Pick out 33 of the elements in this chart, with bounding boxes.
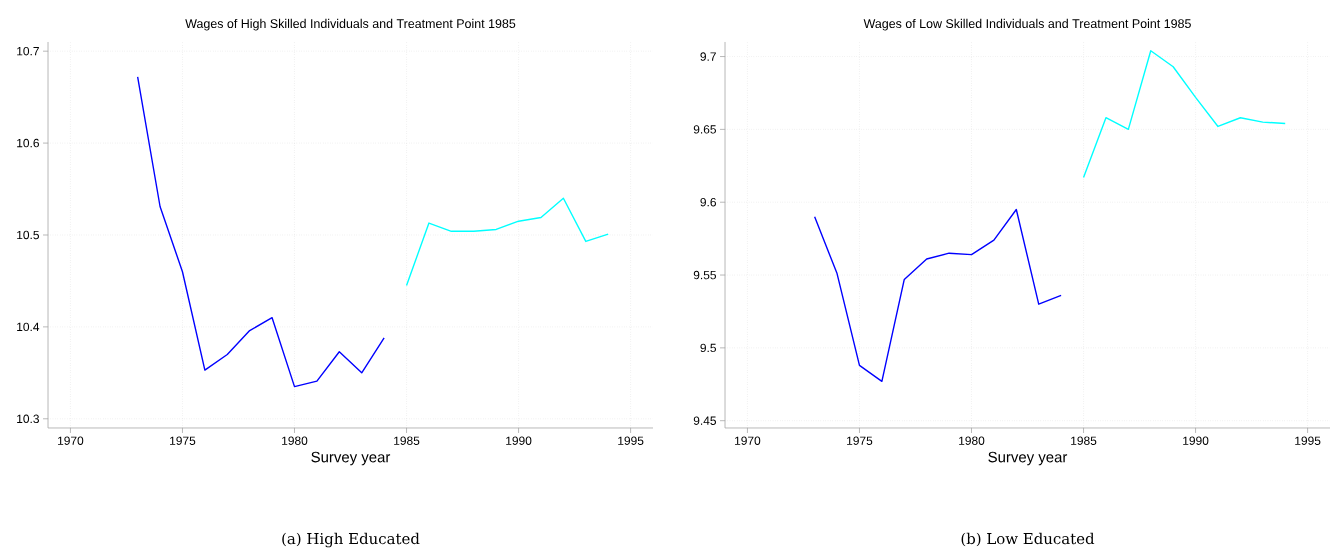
x-tick-label: 1980 <box>959 436 985 445</box>
y-tick-label: 9.45 <box>693 416 716 425</box>
y-tick-label: 9.65 <box>693 125 716 134</box>
y-tick-label: 10.7 <box>17 46 39 56</box>
text: (b) Low Educated <box>961 532 1095 547</box>
y-tick-label: 10.4 <box>17 322 40 332</box>
x-tick-label: 1975 <box>847 436 873 445</box>
x-tick-label: 1970 <box>58 436 84 445</box>
x-tick-label: 1970 <box>735 436 761 445</box>
x-axis-title: Survey year <box>311 451 391 466</box>
x-tick-label: 1995 <box>618 436 644 445</box>
x-tick-label: 1990 <box>1183 436 1209 445</box>
line-series <box>136 76 385 388</box>
text: (a) High Educated <box>282 532 420 548</box>
chart-title: Wages of Low Skilled Individuals and Treatment Point 1985 <box>863 18 1191 31</box>
y-tick-label: 10.6 <box>17 138 39 148</box>
y-tick-label: 9.5 <box>700 343 716 353</box>
chart-title: Wages of High Skilled Individuals and Treatment Point 1985 <box>185 18 516 31</box>
y-tick-label: 10.5 <box>17 230 39 240</box>
x-tick-label: 1975 <box>170 436 196 445</box>
x-axis-title: Survey year <box>988 451 1068 466</box>
line-series <box>1082 50 1286 179</box>
line-series <box>813 208 1062 383</box>
x-tick-label: 1990 <box>506 436 532 445</box>
x-tick-label: 1985 <box>1071 436 1097 445</box>
x-tick-label: 1980 <box>282 436 308 445</box>
x-tick-label: 1985 <box>394 436 420 445</box>
x-tick-label: 1995 <box>1295 436 1321 445</box>
y-tick-label: 10.3 <box>17 414 39 424</box>
y-tick-label: 9.6 <box>700 197 716 207</box>
line-series <box>405 197 609 287</box>
y-tick-label: 9.55 <box>693 270 716 280</box>
y-tick-label: 9.7 <box>700 52 716 61</box>
